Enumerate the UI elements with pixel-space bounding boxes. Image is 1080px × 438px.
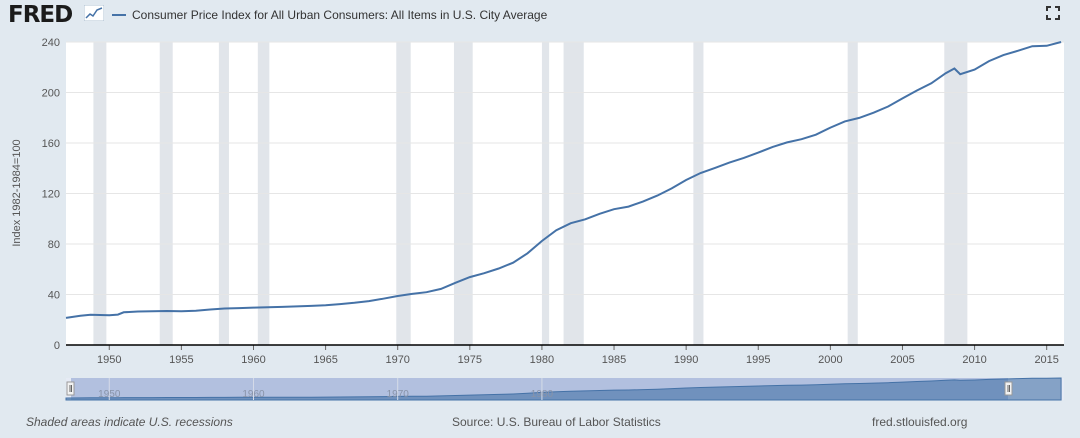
legend-swatch: [112, 14, 126, 16]
chart-header: FRED Consumer Price Index for All Urban …: [0, 0, 1080, 34]
x-tick-label: 2010: [962, 354, 986, 366]
chart-legend: Consumer Price Index for All Urban Consu…: [112, 8, 547, 22]
recession-note: Shaded areas indicate U.S. recessions: [26, 415, 233, 429]
x-tick-label: 1965: [313, 354, 337, 366]
y-tick-label: 240: [42, 37, 60, 49]
y-tick-label: 160: [42, 138, 60, 150]
navigator-ticks: 1950 1960 1970 1980: [98, 378, 553, 400]
navigator-tick-label: 1960: [242, 389, 265, 400]
y-tick-label: 0: [54, 340, 60, 352]
y-axis-label: Index 1982-1984=100: [11, 139, 23, 246]
y-axis-ticks: 0 40 80 120 160 200 240: [42, 37, 60, 352]
y-tick-label: 40: [48, 290, 60, 302]
x-tick-label: 1980: [530, 354, 554, 366]
cpi-series-line: [65, 41, 1062, 319]
x-axis-ticks: 1950 1955 1960 1965 1970 1975 1980 1985 1990 1995…: [97, 345, 1059, 366]
navigator-handle-right[interactable]: [1004, 381, 1013, 396]
fred-logo-chart-icon: [84, 5, 104, 21]
navigator-tick-label: 1950: [98, 389, 121, 400]
chart-footer: Shaded areas indicate U.S. recessions So…: [0, 412, 1080, 434]
site-link[interactable]: fred.stlouisfed.org: [872, 415, 968, 429]
fred-logo[interactable]: FRED: [8, 2, 73, 28]
x-tick-label: 1960: [241, 354, 265, 366]
navigator-series-area: [65, 377, 1062, 401]
x-tick-label: 1950: [97, 354, 121, 366]
source-text: Source: U.S. Bureau of Labor Statistics: [452, 415, 661, 429]
x-tick-label: 1975: [458, 354, 482, 366]
y-tick-label: 200: [42, 88, 60, 100]
x-tick-label: 2015: [1034, 354, 1058, 366]
navigator-handle-left[interactable]: [66, 381, 75, 396]
y-tick-label: 120: [42, 189, 60, 201]
x-tick-label: 1985: [602, 354, 626, 366]
navigator-tick-label: 1980: [531, 389, 554, 400]
y-tick-label: 80: [48, 239, 60, 251]
legend-series-label: Consumer Price Index for All Urban Consu…: [132, 8, 548, 22]
x-tick-label: 1995: [746, 354, 770, 366]
range-navigator[interactable]: 1950 1960 1970 1980: [65, 377, 1064, 401]
x-tick-label: 1970: [385, 354, 409, 366]
fullscreen-icon[interactable]: [1046, 6, 1060, 20]
x-tick-label: 2005: [890, 354, 914, 366]
navigator-tick-label: 1970: [387, 389, 410, 400]
x-tick-label: 1990: [674, 354, 698, 366]
x-tick-label: 2000: [818, 354, 842, 366]
x-tick-label: 1955: [169, 354, 193, 366]
